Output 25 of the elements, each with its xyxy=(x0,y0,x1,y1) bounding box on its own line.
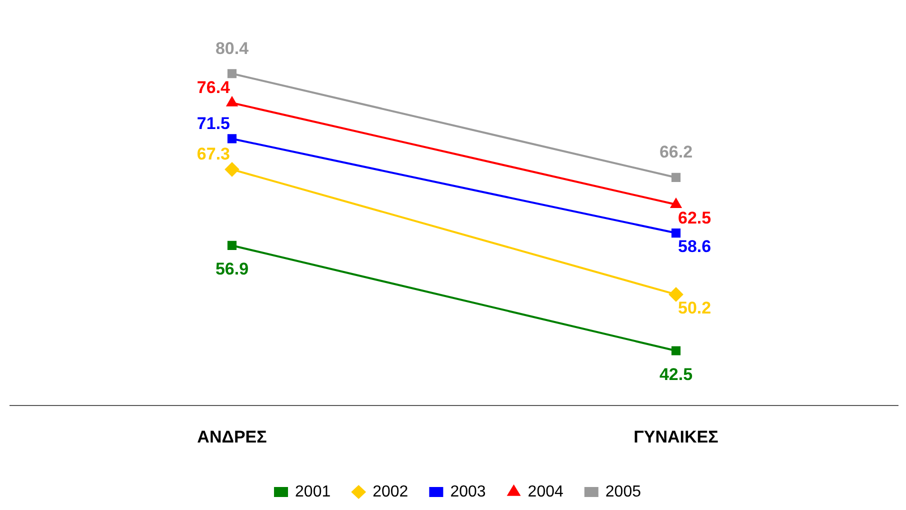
legend-label: 2002 xyxy=(372,483,408,500)
point xyxy=(671,346,681,356)
point xyxy=(227,240,237,250)
data-label: 71.5 xyxy=(196,114,230,133)
data-label: 67.3 xyxy=(196,144,230,164)
legend-label: 2003 xyxy=(450,483,486,500)
data-label: 42.5 xyxy=(659,364,693,384)
point xyxy=(669,287,683,302)
point xyxy=(671,228,681,238)
x-tick-label: ΓΥΝΑΙΚΕΣ xyxy=(634,427,718,446)
point xyxy=(671,172,681,182)
point xyxy=(225,162,239,176)
legend-label: 2001 xyxy=(295,483,331,500)
data-label: 56.9 xyxy=(215,260,249,279)
data-label: 50.2 xyxy=(678,298,712,318)
point xyxy=(227,134,237,144)
data-label: 62.5 xyxy=(678,208,712,228)
data-label: 66.2 xyxy=(659,142,693,162)
legend-label: 2004 xyxy=(528,483,564,500)
x-tick-label: ΑΝΔΡΕΣ xyxy=(197,427,267,446)
data-label: 76.4 xyxy=(196,78,231,98)
data-label: 58.6 xyxy=(678,237,712,256)
data-label: 80.4 xyxy=(215,38,250,58)
legend-label: 2005 xyxy=(605,483,642,500)
point xyxy=(227,69,237,78)
